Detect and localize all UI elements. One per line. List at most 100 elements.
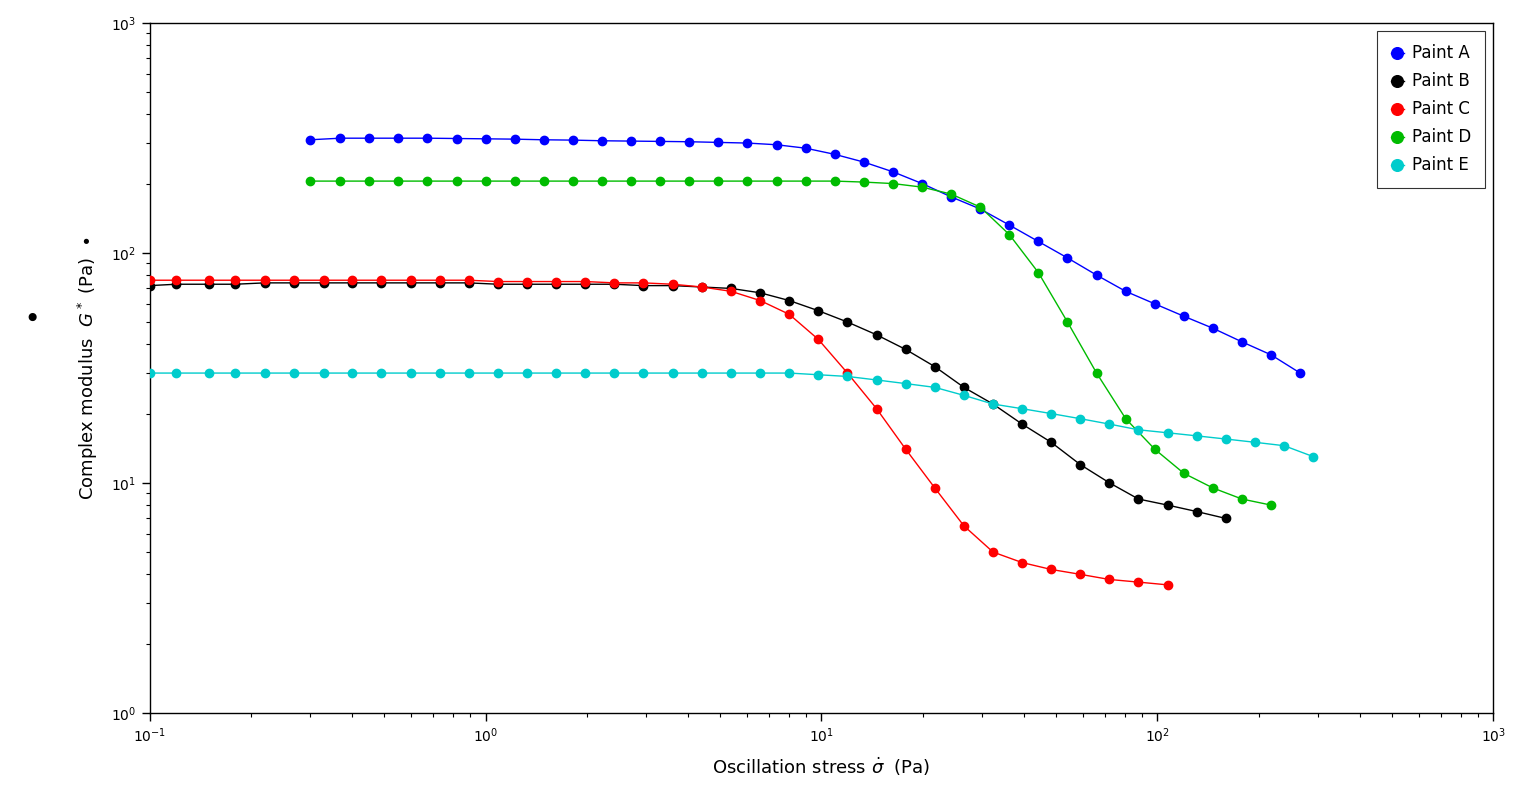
Paint E — [896, 379, 914, 389]
Paint E — [1159, 428, 1177, 438]
Paint E — [342, 368, 360, 377]
Paint C — [694, 282, 712, 292]
Paint E — [373, 368, 391, 377]
Paint C — [838, 368, 856, 377]
Paint D — [1234, 494, 1252, 504]
Paint E — [1303, 452, 1322, 462]
Paint A — [826, 150, 844, 159]
Paint E — [576, 368, 595, 377]
Paint E — [955, 391, 973, 400]
Paint D — [301, 176, 319, 186]
Paint C — [1129, 577, 1147, 587]
Paint A — [1291, 368, 1310, 377]
Paint C — [926, 483, 945, 492]
Paint B — [402, 278, 420, 288]
Paint B — [1042, 438, 1060, 447]
Paint C — [605, 278, 624, 288]
Paint A — [913, 178, 931, 188]
Paint B — [227, 279, 245, 289]
Paint D — [1030, 268, 1048, 278]
Paint B — [1129, 494, 1147, 504]
Paint B — [809, 306, 827, 316]
Paint E — [634, 368, 653, 377]
Paint D — [651, 176, 669, 186]
Paint E — [430, 368, 449, 377]
Paint C — [342, 275, 360, 285]
Paint B — [838, 317, 856, 327]
Paint A — [505, 134, 523, 144]
Paint E — [519, 368, 537, 377]
Paint E — [1217, 435, 1235, 444]
Paint E — [984, 400, 1002, 409]
Paint D — [884, 178, 902, 188]
Paint B — [576, 279, 595, 289]
Paint D — [972, 202, 990, 212]
Line: Paint D: Paint D — [306, 177, 1275, 509]
Paint C — [1071, 569, 1089, 579]
Paint E — [402, 368, 420, 377]
Paint D — [534, 176, 552, 186]
Paint A — [1262, 350, 1281, 359]
Paint C — [984, 547, 1002, 557]
Paint E — [1042, 409, 1060, 419]
Paint C — [634, 278, 653, 288]
Paint D — [1174, 469, 1192, 478]
Paint C — [140, 275, 158, 285]
Paint A — [418, 133, 437, 143]
Paint A — [332, 133, 350, 143]
Paint D — [913, 182, 931, 192]
Paint E — [722, 368, 741, 377]
Paint C — [896, 444, 914, 454]
Paint A — [1145, 299, 1164, 308]
Paint E — [1100, 419, 1118, 429]
Paint E — [488, 368, 506, 377]
Paint D — [738, 176, 756, 186]
Paint C — [256, 275, 274, 285]
Paint A — [1116, 286, 1135, 296]
Paint B — [488, 279, 506, 289]
Paint A — [768, 140, 786, 150]
Paint C — [286, 275, 304, 285]
Paint E — [1246, 438, 1264, 447]
Paint B — [984, 400, 1002, 409]
Paint E — [751, 368, 770, 377]
Paint A — [564, 136, 583, 145]
Paint D — [360, 176, 379, 186]
Paint B — [634, 281, 653, 290]
Paint A — [1174, 312, 1192, 321]
Paint D — [1116, 414, 1135, 423]
Paint D — [332, 176, 350, 186]
X-axis label: Oscillation stress $\it{\dot{\sigma}}$  (Pa): Oscillation stress $\it{\dot{\sigma}}$ (… — [712, 756, 931, 778]
Line: Paint C: Paint C — [146, 276, 1171, 589]
Paint C — [1100, 575, 1118, 584]
Paint A — [1088, 270, 1106, 280]
Paint C — [430, 275, 449, 285]
Paint D — [1001, 230, 1019, 239]
Paint E — [663, 368, 681, 377]
Paint C — [722, 286, 741, 296]
Paint E — [199, 368, 218, 377]
Paint B — [955, 382, 973, 392]
Paint C — [402, 275, 420, 285]
Paint E — [1275, 441, 1293, 450]
Paint E — [227, 368, 245, 377]
Paint C — [867, 404, 885, 413]
Paint D — [505, 176, 523, 186]
Paint E — [926, 382, 945, 392]
Paint C — [663, 279, 681, 289]
Paint B — [373, 278, 391, 288]
Paint B — [167, 279, 186, 289]
Paint E — [546, 368, 564, 377]
Paint A — [941, 192, 960, 201]
Paint D — [1262, 500, 1281, 510]
Paint D — [941, 190, 960, 199]
Paint B — [256, 278, 274, 288]
Paint E — [315, 368, 333, 377]
Paint B — [780, 296, 799, 305]
Paint A — [1234, 337, 1252, 347]
Paint D — [622, 176, 640, 186]
Paint A — [301, 135, 319, 144]
Paint B — [1159, 500, 1177, 510]
Paint A — [360, 133, 379, 143]
Paint E — [256, 368, 274, 377]
